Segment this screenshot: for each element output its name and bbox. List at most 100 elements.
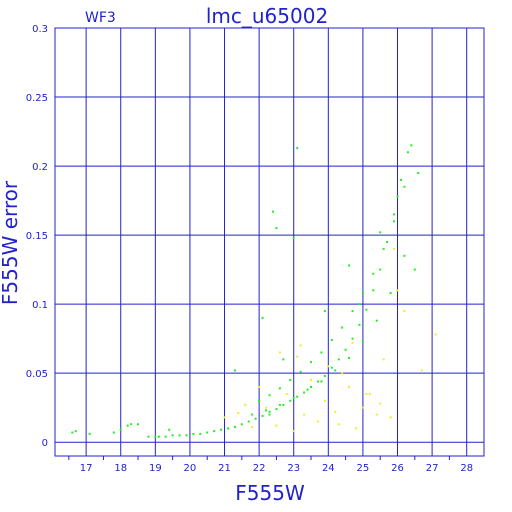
chart-subtitle: WF3 (85, 10, 116, 26)
data-point-green (406, 151, 409, 154)
data-point-yellow (275, 424, 278, 427)
data-point-green (351, 310, 354, 313)
x-tick-label: 24 (322, 463, 335, 474)
data-point-green (330, 366, 333, 369)
data-point-green (303, 391, 306, 394)
data-point-yellow (389, 416, 392, 419)
data-point-green (299, 370, 302, 373)
data-point-green (240, 423, 243, 426)
data-point-green (171, 434, 174, 437)
x-tick-label: 25 (357, 463, 370, 474)
x-tick-label: 28 (460, 463, 473, 474)
data-point-green (396, 195, 399, 198)
data-point-yellow (354, 427, 357, 430)
x-tick-label: 19 (149, 463, 162, 474)
data-point-yellow (379, 402, 382, 405)
data-point-yellow (434, 333, 437, 336)
data-point-green (348, 356, 351, 359)
x-tick-labels: 17 18 19 20 21 22 23 24 25 26 27 28 (80, 463, 473, 474)
data-point-green (199, 432, 202, 435)
x-tick-label: 23 (287, 463, 300, 474)
data-point-green (164, 435, 167, 438)
data-point-green (375, 319, 378, 322)
data-point-green (192, 432, 195, 435)
data-point-green (306, 388, 309, 391)
data-point-green (358, 303, 361, 306)
data-point-green (126, 424, 129, 427)
x-tick-label: 26 (391, 463, 404, 474)
data-point-yellow (310, 379, 313, 382)
data-point-green (310, 385, 313, 388)
data-point-green (403, 185, 406, 188)
data-point-green (330, 339, 333, 342)
data-point-yellow (341, 372, 344, 375)
data-point-green (185, 434, 188, 437)
y-tick-label: 0.3 (32, 24, 48, 35)
y-tick-label: 0 (42, 438, 48, 449)
data-point-green (334, 369, 337, 372)
data-point-green (251, 413, 254, 416)
data-point-green (296, 395, 299, 398)
data-point-yellow (251, 426, 254, 429)
data-point-green (379, 231, 382, 234)
data-point-yellow (265, 406, 268, 409)
data-point-green (323, 310, 326, 313)
y-tick-label: 0.2 (32, 162, 48, 173)
data-point-green (154, 435, 157, 438)
y-axis-label: F555W error (0, 180, 22, 305)
data-point-green (268, 413, 271, 416)
data-point-yellow (334, 410, 337, 413)
data-point-green (275, 408, 278, 411)
data-point-green (74, 430, 77, 433)
data-point-green (399, 178, 402, 181)
data-point-yellow (292, 430, 295, 433)
data-point-yellow (365, 392, 368, 395)
data-point-yellow (375, 413, 378, 416)
data-point-green (289, 399, 292, 402)
data-point-yellow (237, 412, 240, 415)
data-point-green (348, 264, 351, 267)
y-tick-labels: 0 0.05 0.1 0.15 0.2 0.25 0.3 (26, 24, 48, 449)
data-point-green (71, 431, 74, 434)
data-point-yellow (223, 416, 226, 419)
data-point-green (278, 403, 281, 406)
data-point-green (393, 213, 396, 216)
data-point-yellow (303, 413, 306, 416)
y-tick-label: 0.25 (26, 93, 48, 104)
data-point-green (389, 292, 392, 295)
data-point-green (254, 417, 257, 420)
data-point-yellow (327, 365, 330, 368)
data-point-green (220, 428, 223, 431)
data-point-green (278, 387, 281, 390)
data-point-green (261, 316, 264, 319)
data-point-green (372, 289, 375, 292)
chart-title: lmc_u65002 (206, 4, 328, 28)
x-tick-label: 17 (80, 463, 93, 474)
data-point-yellow (403, 310, 406, 313)
data-point-green (282, 403, 285, 406)
data-point-green (178, 434, 181, 437)
data-points (71, 144, 437, 438)
data-point-yellow (323, 399, 326, 402)
data-point-yellow (351, 341, 354, 344)
data-point-green (233, 369, 236, 372)
data-point-green (206, 431, 209, 434)
data-point-green (226, 427, 229, 430)
data-point-green (247, 420, 250, 423)
data-point-green (147, 435, 150, 438)
data-point-green (365, 308, 368, 311)
data-point-green (268, 410, 271, 413)
data-point-yellow (258, 385, 261, 388)
x-tick-label: 18 (114, 463, 127, 474)
data-point-yellow (296, 355, 299, 358)
data-point-green (351, 337, 354, 340)
data-point-green (320, 351, 323, 354)
data-point-green (393, 220, 396, 223)
data-point-green (341, 326, 344, 329)
plot-frame (54, 27, 485, 457)
data-point-green (137, 423, 140, 426)
data-point-green (358, 323, 361, 326)
data-point-green (372, 272, 375, 275)
data-point-yellow (361, 406, 364, 409)
data-point-green (268, 394, 271, 397)
